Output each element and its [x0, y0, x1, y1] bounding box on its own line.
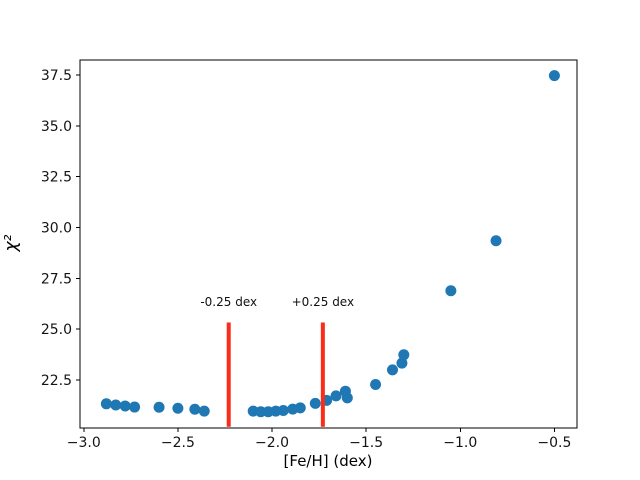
y-tick-label: 37.5 [41, 68, 72, 84]
data-point [294, 402, 306, 414]
data-point [490, 235, 502, 247]
data-point [398, 349, 410, 361]
y-tick-label: 27.5 [41, 271, 72, 287]
data-point [387, 364, 399, 376]
vline-marker [226, 322, 231, 427]
data-point [100, 398, 112, 410]
annotation-minus-0p25-dex: -0.25 dex [200, 295, 258, 310]
y-tick-label: 35.0 [41, 119, 72, 135]
data-point [119, 400, 131, 412]
data-point [129, 401, 141, 413]
data-point [341, 392, 353, 404]
x-tick-label: −1.0 [443, 435, 477, 451]
x-tick-label: −2.0 [255, 435, 289, 451]
data-point [396, 357, 408, 369]
y-tick-label: 32.5 [41, 170, 72, 186]
y-tick-label: 22.5 [41, 373, 72, 389]
data-point [445, 285, 457, 297]
plot-border [79, 59, 578, 429]
data-point [172, 402, 184, 414]
x-tick-label: −3.0 [67, 435, 101, 451]
data-point [309, 397, 321, 409]
x-tick-label: −0.5 [537, 435, 571, 451]
x-axis-label: [Fe/H] (dex) [283, 452, 373, 470]
y-tick-label: 25.0 [41, 322, 72, 338]
data-point [255, 406, 267, 418]
x-tick-label: −2.5 [161, 435, 195, 451]
y-axis-label: χ² [1, 234, 22, 252]
data-point [198, 405, 210, 417]
x-tick-label: −1.5 [349, 435, 383, 451]
annotation-plus-0p25-dex: +0.25 dex [291, 295, 355, 310]
data-point [548, 70, 560, 82]
data-point [330, 390, 342, 402]
vline-marker [320, 322, 325, 427]
data-point [277, 405, 289, 417]
data-point [110, 399, 122, 411]
data-point [189, 403, 201, 415]
data-point [370, 378, 382, 390]
data-point [153, 401, 165, 413]
y-tick-label: 30.0 [41, 221, 72, 237]
